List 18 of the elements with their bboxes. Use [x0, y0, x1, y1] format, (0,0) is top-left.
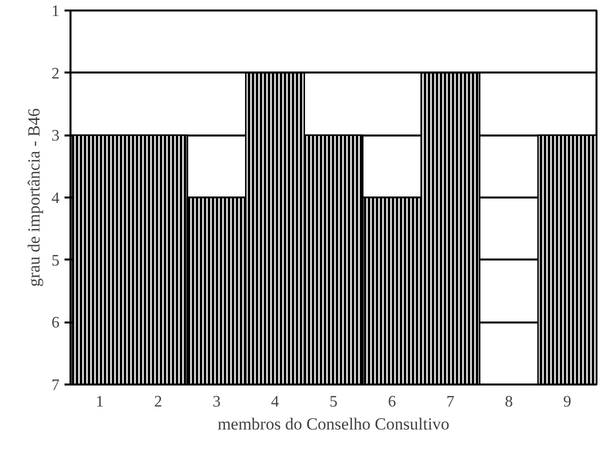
x-tick-label: 8 — [504, 394, 513, 410]
x-tick-label: 5 — [330, 394, 338, 410]
x-tick-label: 1 — [96, 394, 104, 410]
y-axis-title: grau de importância - B46 — [24, 108, 44, 287]
x-tick-label: 4 — [271, 394, 280, 410]
y-tick-label: 3 — [52, 128, 60, 145]
x-axis-title: membros do Conselho Consultivo — [218, 414, 450, 434]
x-tick-label: 3 — [212, 394, 221, 410]
y-tick-label: 6 — [52, 314, 60, 332]
y-tick-label: 1 — [52, 3, 60, 20]
y-tick-label: 4 — [52, 190, 60, 207]
y-tick-label: 7 — [52, 377, 60, 394]
y-tick-label: 2 — [52, 65, 60, 82]
y-tick-label: 5 — [52, 252, 60, 270]
x-tick-label: 7 — [446, 394, 454, 410]
x-tick-label: 6 — [388, 394, 396, 410]
x-tick-label: 2 — [154, 394, 162, 410]
x-tick-label: 9 — [563, 394, 572, 410]
